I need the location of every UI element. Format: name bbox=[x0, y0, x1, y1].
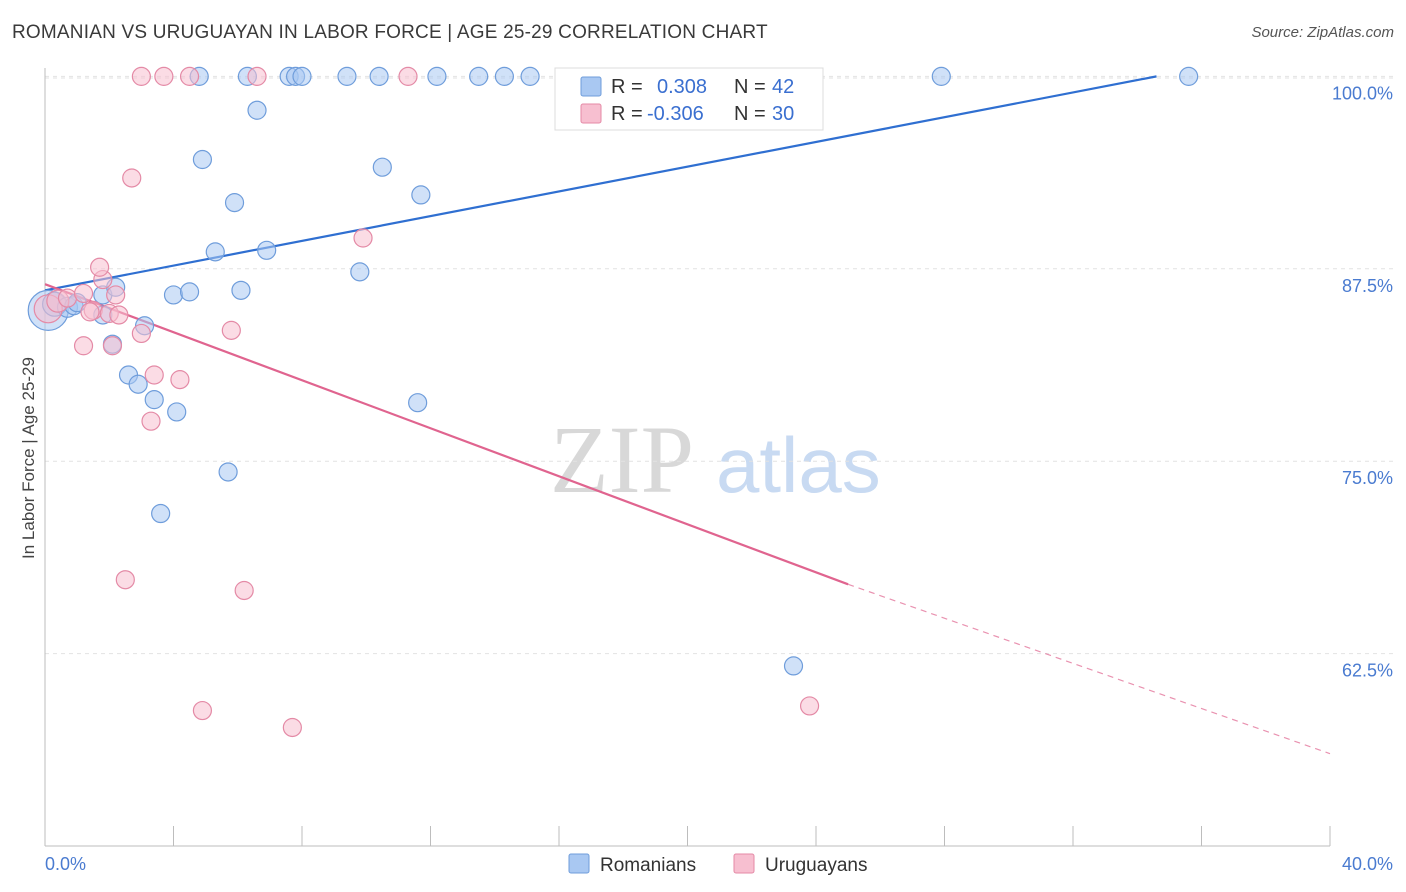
data-point-uruguayans bbox=[154, 66, 174, 86]
gridlines bbox=[45, 75, 1393, 655]
y-tick-labels: 62.5% 75.0% 87.5% 100.0% bbox=[1332, 83, 1393, 680]
data-point-uruguayans bbox=[247, 66, 267, 86]
data-point-uruguayans bbox=[109, 305, 129, 325]
data-point-romanians bbox=[163, 285, 184, 305]
data-point-romanians bbox=[408, 393, 428, 413]
data-point-romanians bbox=[469, 66, 489, 86]
data-point-romanians bbox=[372, 157, 392, 177]
data-point-uruguayans bbox=[799, 696, 820, 716]
trend-line-romanians bbox=[44, 75, 1157, 292]
watermark: ZIP atlas bbox=[550, 406, 881, 513]
y-tick-label: 100.0% bbox=[1332, 83, 1393, 103]
x-ticks bbox=[44, 826, 1331, 846]
x-tick-label-min: 0.0% bbox=[45, 854, 86, 874]
data-point-romanians bbox=[292, 66, 312, 86]
data-point-uruguayans bbox=[122, 168, 142, 188]
data-point-romanians bbox=[231, 280, 251, 300]
data-point-romanians bbox=[167, 402, 187, 422]
data-point-uruguayans bbox=[90, 257, 110, 277]
data-point-romanians bbox=[179, 282, 200, 302]
data-point-uruguayans bbox=[73, 283, 94, 304]
legend-swatch-uruguayans bbox=[580, 103, 602, 124]
data-point-uruguayans bbox=[73, 336, 94, 356]
data-point-romanians bbox=[411, 185, 431, 205]
data-points bbox=[27, 66, 1199, 738]
legend-n-label-romanians: N = bbox=[734, 76, 766, 98]
legend-r-label-uruguayans: R = bbox=[611, 103, 643, 125]
chart-title: ROMANIAN VS URUGUAYAN IN LABOR FORCE | A… bbox=[12, 22, 768, 43]
data-point-uruguayans bbox=[102, 336, 123, 356]
data-point-uruguayans bbox=[106, 285, 126, 305]
series-legend-swatch-romanians bbox=[568, 853, 590, 874]
data-point-uruguayans bbox=[144, 365, 164, 385]
data-point-romanians bbox=[144, 390, 164, 410]
legend-n-value-uruguayans: 30 bbox=[772, 103, 794, 125]
data-point-romanians bbox=[337, 66, 357, 86]
data-point-uruguayans bbox=[115, 570, 135, 590]
data-point-romanians bbox=[192, 149, 213, 170]
series-legend: Romanians Uruguayans bbox=[568, 853, 867, 876]
data-point-romanians bbox=[218, 462, 238, 482]
data-point-romanians bbox=[931, 66, 951, 86]
data-point-romanians bbox=[1179, 66, 1199, 86]
series-legend-label-romanians: Romanians bbox=[600, 855, 696, 876]
y-axis-label: In Labor Force | Age 25-29 bbox=[19, 357, 38, 559]
data-point-uruguayans bbox=[179, 66, 200, 86]
y-tick-label: 62.5% bbox=[1342, 661, 1393, 681]
data-point-romanians bbox=[520, 66, 540, 86]
trend-line-extension-uruguayans bbox=[847, 583, 1331, 755]
data-point-romanians bbox=[427, 66, 447, 86]
trend-line-uruguayans bbox=[44, 283, 849, 586]
data-point-romanians bbox=[205, 242, 225, 262]
data-point-uruguayans bbox=[131, 323, 151, 344]
stats-legend: R = 0.308 N = 42 R = -0.306 N = 30 bbox=[554, 67, 824, 131]
data-point-romanians bbox=[350, 262, 370, 282]
y-tick-label: 87.5% bbox=[1342, 276, 1393, 296]
data-point-uruguayans bbox=[234, 580, 254, 601]
series-legend-label-uruguayans: Uruguayans bbox=[765, 855, 867, 876]
data-point-uruguayans bbox=[221, 320, 241, 340]
data-point-uruguayans bbox=[141, 411, 161, 431]
data-point-romanians bbox=[369, 66, 389, 86]
data-point-romanians bbox=[128, 374, 148, 394]
legend-n-label-uruguayans: N = bbox=[734, 103, 766, 125]
data-point-uruguayans bbox=[57, 288, 78, 308]
watermark-zip: ZIP bbox=[550, 406, 694, 513]
data-point-uruguayans bbox=[192, 700, 213, 721]
chart-source: Source: ZipAtlas.com bbox=[1251, 24, 1394, 41]
series-legend-swatch-uruguayans bbox=[733, 853, 755, 874]
legend-r-value-romanians: 0.308 bbox=[657, 76, 707, 98]
x-tick-label-max: 40.0% bbox=[1342, 854, 1393, 874]
watermark-atlas: atlas bbox=[716, 421, 881, 509]
data-point-uruguayans bbox=[80, 302, 100, 322]
data-point-romanians bbox=[224, 193, 245, 213]
data-point-romanians bbox=[247, 100, 267, 120]
data-point-uruguayans bbox=[170, 370, 190, 390]
legend-r-label-romanians: R = bbox=[611, 76, 643, 98]
data-point-uruguayans bbox=[398, 66, 418, 86]
data-point-romanians bbox=[783, 656, 804, 676]
data-point-romanians bbox=[257, 240, 277, 260]
data-point-romanians bbox=[151, 503, 171, 524]
legend-swatch-romanians bbox=[580, 76, 602, 97]
data-point-uruguayans bbox=[131, 66, 151, 86]
data-point-romanians bbox=[494, 66, 514, 86]
legend-r-value-uruguayans: -0.306 bbox=[647, 103, 704, 125]
data-point-uruguayans bbox=[282, 717, 302, 738]
trend-lines bbox=[44, 75, 1331, 755]
legend-n-value-romanians: 42 bbox=[772, 76, 794, 98]
y-tick-label: 75.0% bbox=[1342, 468, 1393, 488]
data-point-uruguayans bbox=[353, 228, 373, 248]
